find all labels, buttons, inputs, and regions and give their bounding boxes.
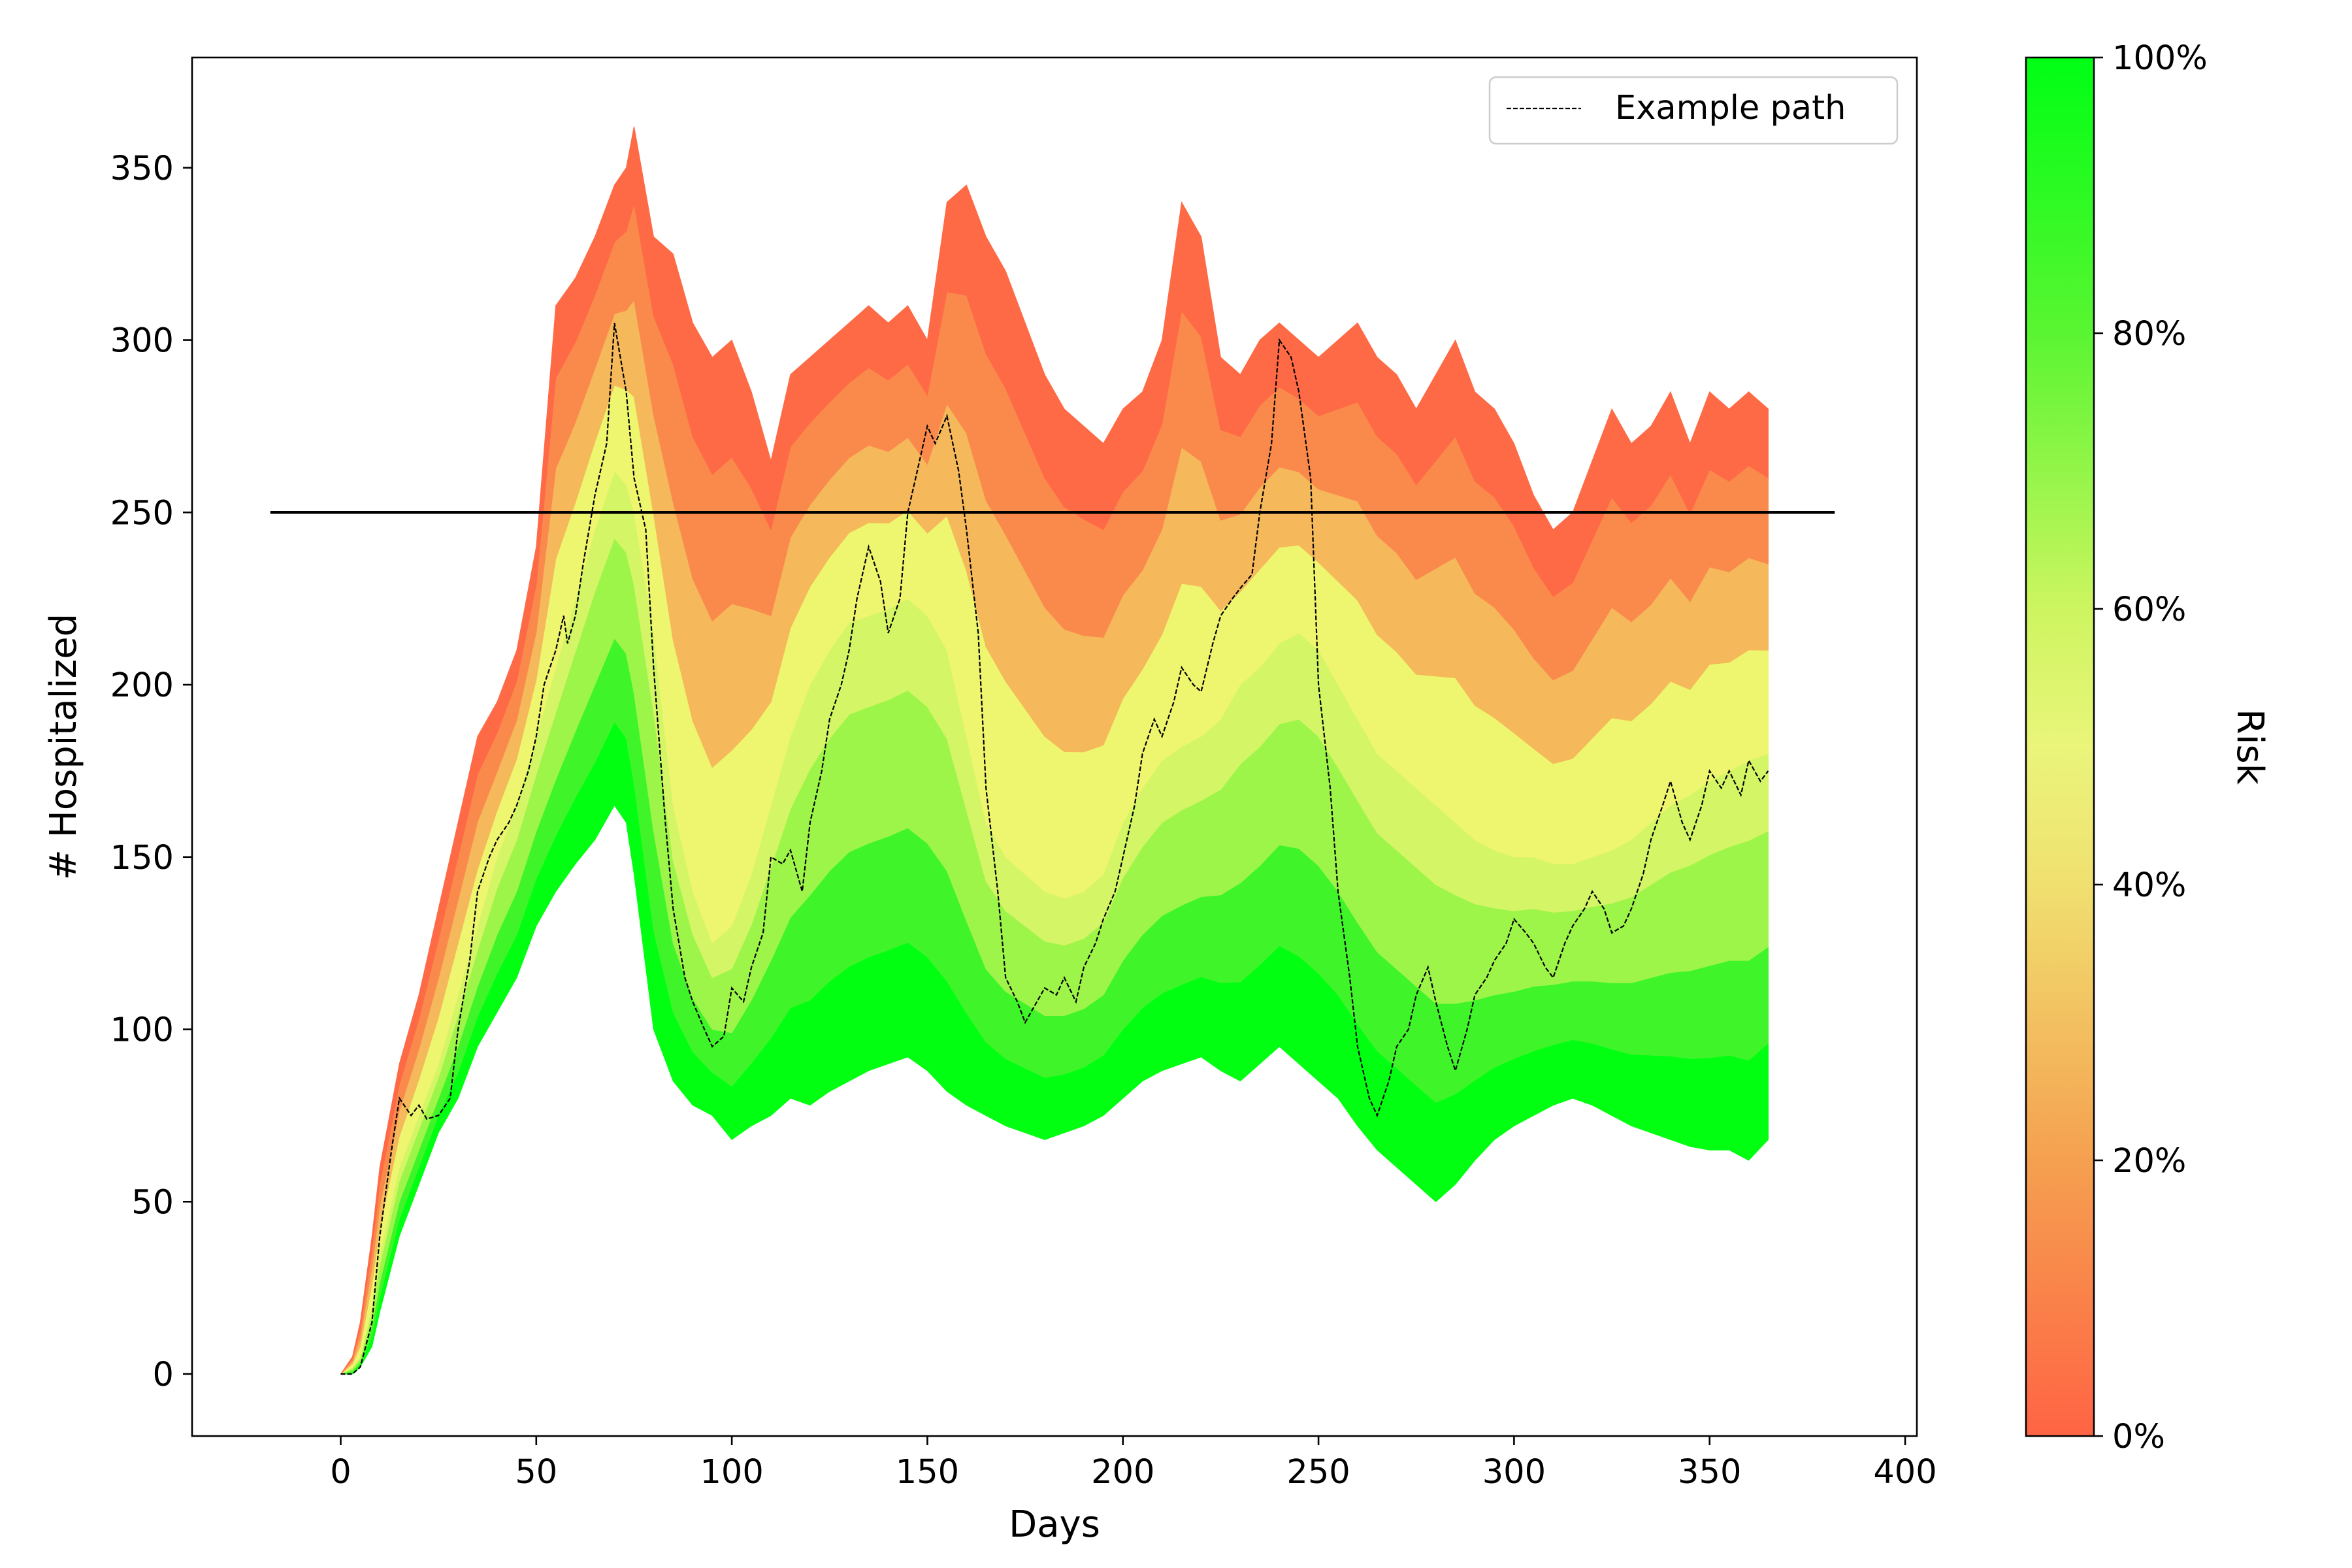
y-tick-label: 300 xyxy=(110,322,174,361)
y-axis-ticks: 0 50 100 150 200 250 300 350 xyxy=(110,150,192,1394)
y-tick-label: 250 xyxy=(110,494,174,532)
plot-area: 0 50 100 150 200 250 300 350 400 0 50 100 150 200 250… xyxy=(42,56,1937,1546)
colorbar-tick-label: 0% xyxy=(2112,1418,2165,1456)
x-tick-label: 50 xyxy=(515,1453,557,1492)
example-path-series xyxy=(340,323,1769,1375)
y-tick-label: 200 xyxy=(110,666,174,705)
y-tick-label: 50 xyxy=(131,1183,174,1222)
x-tick-label: 250 xyxy=(1286,1453,1350,1492)
colorbar-gradient xyxy=(2025,56,2095,1437)
example-path-line xyxy=(340,323,1769,1375)
risk-band-layer-7 xyxy=(340,126,1769,1375)
risk-band xyxy=(340,126,1769,1375)
plot-frame xyxy=(191,56,1918,1437)
colorbar: 0% 20% 40% 60% 80% 100% Risk xyxy=(2025,39,2271,1456)
legend-box xyxy=(1488,76,1899,145)
x-tick-label: 400 xyxy=(1873,1453,1936,1492)
y-tick-label: 350 xyxy=(110,150,174,188)
x-axis-ticks: 0 50 100 150 200 250 300 350 400 xyxy=(330,1436,1937,1492)
colorbar-tick-label: 100% xyxy=(2112,39,2208,78)
x-tick-label: 350 xyxy=(1678,1453,1741,1492)
colorbar-tick-label: 60% xyxy=(2112,591,2186,629)
y-axis-label: # Hospitalized xyxy=(42,613,85,880)
legend-label-example-path: Example path xyxy=(1615,89,1846,127)
y-tick-label: 150 xyxy=(110,839,174,877)
colorbar-ticks: 0% 20% 40% 60% 80% 100% xyxy=(2094,39,2208,1456)
x-tick-label: 300 xyxy=(1482,1453,1546,1492)
x-axis-label: Days xyxy=(1009,1503,1100,1546)
y-tick-label: 0 xyxy=(153,1356,174,1394)
x-tick-label: 100 xyxy=(700,1453,763,1492)
x-tick-label: 150 xyxy=(896,1453,959,1492)
y-tick-label: 100 xyxy=(110,1011,174,1050)
legend: Example path xyxy=(1488,76,1899,145)
colorbar-tick-label: 20% xyxy=(2112,1142,2186,1181)
colorbar-tick-label: 40% xyxy=(2112,866,2186,905)
x-tick-label: 200 xyxy=(1091,1453,1154,1492)
colorbar-label: Risk xyxy=(2229,709,2271,785)
colorbar-tick-label: 80% xyxy=(2112,315,2186,353)
x-tick-label: 0 xyxy=(330,1453,351,1492)
